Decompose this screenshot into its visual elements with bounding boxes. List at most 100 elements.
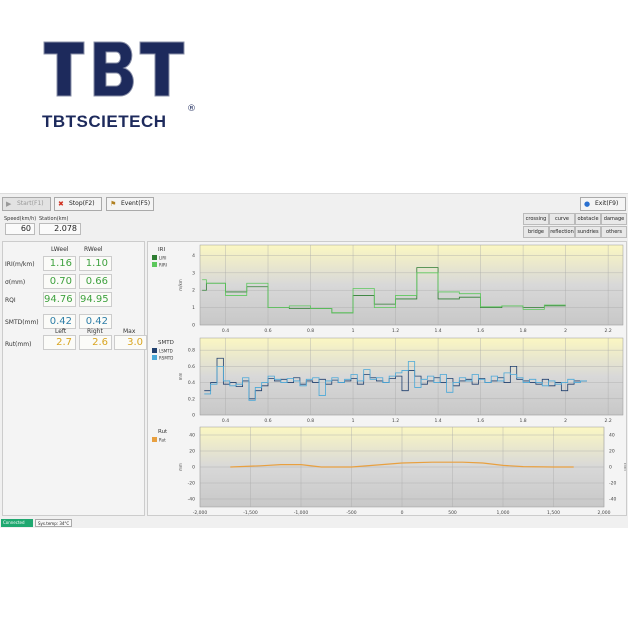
y-tick-label: 3 <box>192 270 195 276</box>
brand-name: TBTSCIETECH <box>42 112 167 131</box>
lweel-header: LWeel <box>51 246 69 253</box>
y-tick-label: 40 <box>189 433 195 439</box>
category-obstacle[interactable]: obstacle <box>575 213 601 225</box>
registered-mark: ® <box>187 104 196 114</box>
station-value: 2.078 <box>39 223 81 235</box>
x-tick-label: 1,500 <box>547 510 560 516</box>
exit-button[interactable]: ● Exit(F9) <box>580 197 626 211</box>
metric-right-value: 1.10 <box>79 256 112 271</box>
y-tick-label: 0 <box>192 413 195 419</box>
metric-right-value: 0.42 <box>79 314 112 329</box>
chart-title: IRI <box>158 247 165 253</box>
y-tick-label: 4 <box>192 253 195 259</box>
legend-label: Rut <box>159 438 166 443</box>
metric-left-value: 0.70 <box>43 274 76 289</box>
y-right-tick-label: -20 <box>609 481 616 487</box>
y-tick-label: 0.4 <box>188 380 195 386</box>
stop-x-icon: ✖ <box>58 200 64 208</box>
metric-right-value: 0.66 <box>79 274 112 289</box>
x-tick-label: -1,500 <box>243 510 258 516</box>
chart-title: SMTD <box>158 340 174 346</box>
y-right-tick-label: 40 <box>609 433 615 439</box>
flag-icon: ⚑ <box>110 200 117 208</box>
x-tick-label: 2,000 <box>598 510 611 516</box>
x-tick-label: 500 <box>448 510 457 516</box>
legend-label: RSMTD <box>159 356 173 361</box>
event-button[interactable]: ⚑ Event(F5) <box>106 197 154 211</box>
system-temp: Sys.temp: 34°C <box>35 519 73 527</box>
x-tick-label: 1.8 <box>520 328 527 334</box>
y-tick-label: 0.6 <box>188 364 195 370</box>
y-tick-label: -20 <box>188 481 195 487</box>
x-tick-label: 0.4 <box>222 418 229 424</box>
x-tick-label: 1.2 <box>392 328 399 334</box>
y-axis-label: mm <box>178 463 183 471</box>
rut-max-header: Max <box>123 328 136 335</box>
metric-right-value: 94.95 <box>79 292 112 307</box>
x-tick-label: 1,000 <box>497 510 510 516</box>
app-window: ▶ Start(F1) ✖ Stop(F2) ⚑ Event(F5) ● Exit(F9… <box>0 193 628 528</box>
legend-label: LSMTD <box>159 349 173 354</box>
x-tick-label: 1.2 <box>392 418 399 424</box>
x-tick-label: 0.6 <box>264 328 271 334</box>
category-sundries[interactable]: sundries <box>575 226 601 238</box>
legend-swatch <box>152 255 157 260</box>
y-tick-label: 0.2 <box>188 396 195 402</box>
metric-label: SMTD(mm) <box>5 319 39 326</box>
station-label: Station(km) <box>39 216 69 222</box>
legend-label: RIRI <box>159 263 167 268</box>
series-line-rut <box>230 461 574 468</box>
rweel-header: RWeel <box>84 246 103 253</box>
y-tick-label: 0 <box>192 465 195 471</box>
metric-left-value: 94.76 <box>43 292 76 307</box>
x-tick-label: 2 <box>564 418 567 424</box>
y-tick-label: 20 <box>189 449 195 455</box>
category-reflection[interactable]: reflection <box>549 226 575 238</box>
legend-swatch <box>152 348 157 353</box>
y-tick-label: -40 <box>188 497 195 503</box>
plot-area <box>199 337 624 416</box>
rut-left-header: Left <box>55 328 67 335</box>
x-tick-label: 0.6 <box>264 418 271 424</box>
speed-label: Speed(km/h) <box>4 216 37 222</box>
x-tick-label: 1.6 <box>477 328 484 334</box>
y-axis-label: mm <box>178 373 183 381</box>
stop-button[interactable]: ✖ Stop(F2) <box>54 197 102 211</box>
power-icon: ● <box>584 200 591 208</box>
category-bridge[interactable]: bridge <box>523 226 549 238</box>
x-tick-label: 0 <box>401 510 404 516</box>
metric-label: IRI(m/km) <box>5 261 35 268</box>
x-tick-label: 2.2 <box>605 328 612 334</box>
category-crossing[interactable]: crossing <box>523 213 549 225</box>
x-tick-label: 1.4 <box>434 418 441 424</box>
series-line-rsmtd <box>204 361 587 401</box>
metric-left-value: 1.16 <box>43 256 76 271</box>
plot-area <box>199 244 624 326</box>
charts-panel: 0.4 0.6 0.8 1 1.2 1.4 1.6 1.8 2 2.2 0 1 2 3 4 IRI m/km LI… <box>147 241 627 516</box>
legend-swatch <box>152 437 157 442</box>
y-tick-label: 1 <box>192 305 195 311</box>
x-tick-label: 0.8 <box>307 418 314 424</box>
start-button[interactable]: ▶ Start(F1) <box>2 197 51 211</box>
x-tick-label: 2.2 <box>605 418 612 424</box>
play-icon: ▶ <box>6 200 12 208</box>
y-axis-label: m/km <box>178 279 183 291</box>
y-tick-label: 2 <box>192 288 195 294</box>
y-right-tick-label: -40 <box>609 497 616 503</box>
x-tick-label: -500 <box>346 510 356 516</box>
category-others[interactable]: others <box>601 226 627 238</box>
y-right-axis-label: mm <box>623 463 627 471</box>
category-damage[interactable]: damage <box>601 213 627 225</box>
x-tick-label: 1.6 <box>477 418 484 424</box>
chart-title: Rut <box>158 429 168 435</box>
x-tick-label: 1.4 <box>434 328 441 334</box>
x-tick-label: 1 <box>352 418 355 424</box>
metrics-panel: LWeel RWeel IRI(m/km) 1.16 1.10 σ(mm) 0.7… <box>2 241 147 516</box>
x-tick-label: 2 <box>564 328 567 334</box>
y-right-tick-label: 0 <box>609 465 612 471</box>
rut-right-header: Right <box>87 328 103 335</box>
x-tick-label: 1 <box>352 328 355 334</box>
metric-left-value: 0.42 <box>43 314 76 329</box>
category-curve[interactable]: curve <box>549 213 575 225</box>
rut-left-value: 2.7 <box>43 335 76 350</box>
